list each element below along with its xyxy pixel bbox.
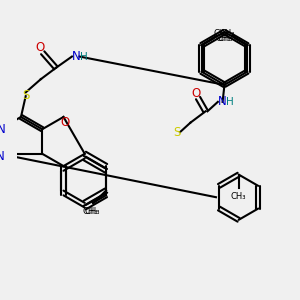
Text: CH₃: CH₃ xyxy=(214,29,230,38)
Text: O: O xyxy=(191,87,201,100)
Text: CH₃: CH₃ xyxy=(231,191,246,200)
Text: H: H xyxy=(80,52,88,61)
Text: CH₃: CH₃ xyxy=(218,34,233,43)
Text: CH₃: CH₃ xyxy=(216,34,231,43)
Text: CH₃: CH₃ xyxy=(82,207,98,216)
Text: O: O xyxy=(61,116,70,129)
Text: H: H xyxy=(226,97,234,107)
Text: N: N xyxy=(0,150,5,163)
Text: CH₃: CH₃ xyxy=(220,29,235,38)
Text: N: N xyxy=(0,123,6,136)
Text: S: S xyxy=(174,126,181,139)
Text: N: N xyxy=(72,50,81,63)
Text: N: N xyxy=(218,95,227,108)
Text: O: O xyxy=(35,40,44,54)
Text: S: S xyxy=(22,89,29,102)
Text: CH₃: CH₃ xyxy=(84,207,100,216)
